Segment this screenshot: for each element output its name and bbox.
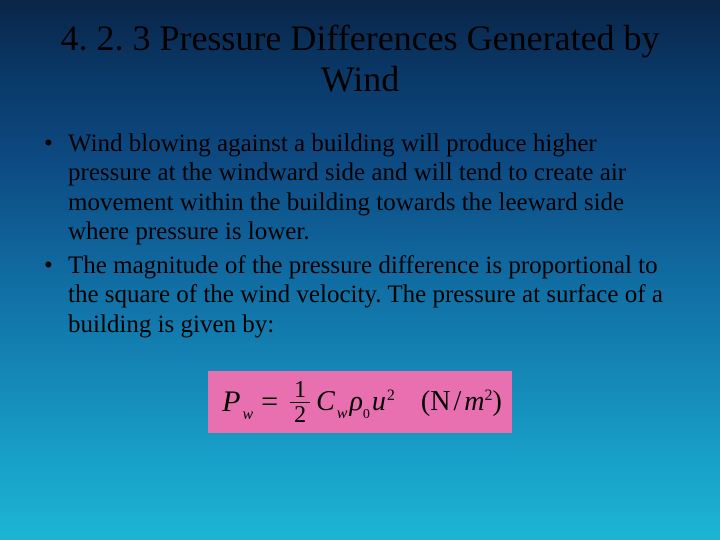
formula-container: P w = 1 2 C w ρ 0 u 2 ( N / m 2 [40,371,680,433]
slide-title: 4. 2. 3 Pressure Differences Generated b… [40,18,680,101]
formula-C: C [316,386,335,418]
slide: 4. 2. 3 Pressure Differences Generated b… [0,0,720,540]
units-slash: / [453,386,461,418]
formula-var-P: P [222,385,240,419]
units-N: N [430,386,450,418]
formula-rho-sub: 0 [363,407,370,423]
formula-term: C w ρ 0 u 2 [316,386,395,418]
formula-rho: ρ [349,386,362,418]
formula-u-sup: 2 [387,387,395,405]
formula-u: u [372,386,386,418]
formula-fraction: 1 2 [290,378,310,428]
frac-denominator: 2 [290,403,310,427]
formula-units: ( N / m 2 ) [421,386,502,418]
units-m-sup: 2 [484,387,492,405]
units-m: m [464,386,484,418]
formula-sub-w: w [243,406,254,424]
units-open: ( [421,386,430,418]
formula-equals: = [261,385,278,419]
frac-numerator: 1 [290,378,310,402]
formula-C-sub: w [337,405,348,423]
bullet-list: Wind blowing against a building will pro… [40,129,680,340]
units-close: ) [492,386,501,418]
bullet-item: Wind blowing against a building will pro… [40,129,680,247]
bullet-item: The magnitude of the pressure difference… [40,251,680,340]
formula-box: P w = 1 2 C w ρ 0 u 2 ( N / m 2 [208,371,512,433]
formula-lhs: P w [222,385,253,419]
